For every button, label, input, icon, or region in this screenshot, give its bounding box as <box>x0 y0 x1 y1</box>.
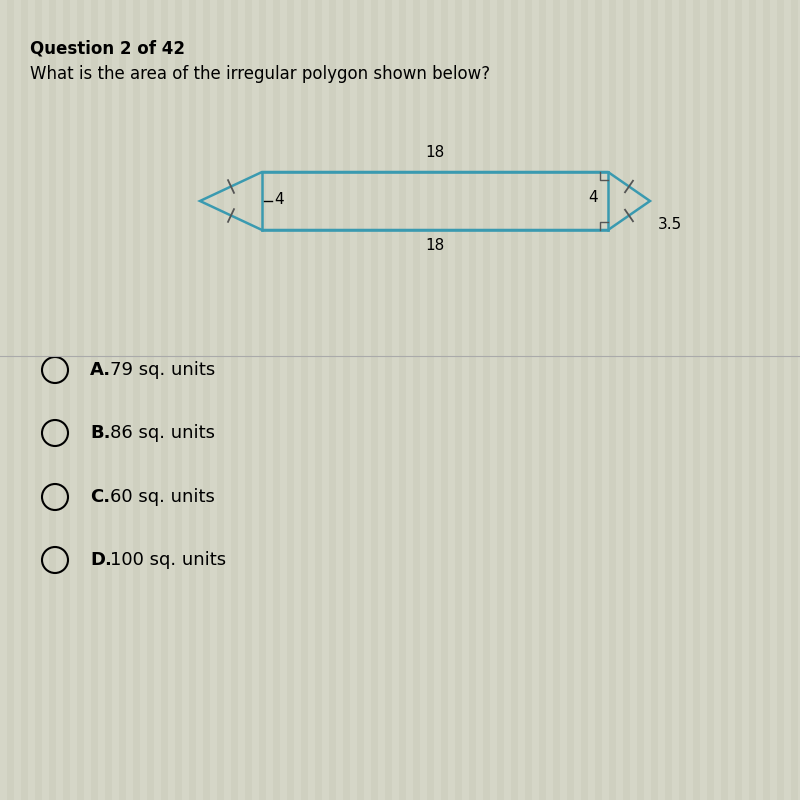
Bar <box>742 0 749 800</box>
Text: 79 sq. units: 79 sq. units <box>110 361 215 379</box>
Text: 86 sq. units: 86 sq. units <box>110 424 215 442</box>
Bar <box>784 0 791 800</box>
Text: 100 sq. units: 100 sq. units <box>110 551 226 569</box>
Bar <box>560 0 567 800</box>
Bar <box>336 0 343 800</box>
Bar <box>574 0 581 800</box>
Bar <box>154 0 161 800</box>
Bar <box>588 0 595 800</box>
Bar <box>476 0 483 800</box>
Bar <box>728 0 735 800</box>
Bar <box>630 0 637 800</box>
Bar <box>434 0 441 800</box>
Bar <box>448 0 455 800</box>
Text: What is the area of the irregular polygon shown below?: What is the area of the irregular polygo… <box>30 65 490 83</box>
Text: B.: B. <box>90 424 110 442</box>
Bar <box>504 0 511 800</box>
Bar <box>420 0 427 800</box>
Text: A.: A. <box>90 361 111 379</box>
Bar <box>462 0 469 800</box>
Bar <box>308 0 315 800</box>
Bar <box>756 0 763 800</box>
Bar <box>210 0 217 800</box>
Bar <box>602 0 609 800</box>
Bar <box>84 0 91 800</box>
Bar <box>196 0 203 800</box>
Text: Question 2 of 42: Question 2 of 42 <box>30 40 185 58</box>
Bar <box>644 0 651 800</box>
Bar <box>112 0 119 800</box>
Bar <box>280 0 287 800</box>
Text: 60 sq. units: 60 sq. units <box>110 488 215 506</box>
Bar <box>70 0 77 800</box>
Bar <box>294 0 301 800</box>
Bar <box>238 0 245 800</box>
Bar <box>378 0 385 800</box>
Bar <box>322 0 329 800</box>
Bar <box>42 0 49 800</box>
Bar <box>98 0 105 800</box>
Bar <box>182 0 189 800</box>
Text: 4: 4 <box>588 190 598 205</box>
Bar <box>714 0 721 800</box>
Bar <box>350 0 357 800</box>
Bar <box>126 0 133 800</box>
Bar <box>224 0 231 800</box>
Bar <box>546 0 553 800</box>
Bar <box>700 0 707 800</box>
Bar <box>252 0 259 800</box>
Bar <box>532 0 539 800</box>
Bar <box>490 0 497 800</box>
Text: 4: 4 <box>274 191 284 206</box>
Bar <box>798 0 800 800</box>
Bar <box>770 0 777 800</box>
Bar <box>392 0 399 800</box>
Text: 18: 18 <box>426 238 445 253</box>
Bar <box>28 0 35 800</box>
Text: D.: D. <box>90 551 112 569</box>
Text: 18: 18 <box>426 145 445 160</box>
Bar <box>168 0 175 800</box>
Bar <box>140 0 147 800</box>
Bar <box>658 0 665 800</box>
Bar <box>56 0 63 800</box>
Bar <box>364 0 371 800</box>
Text: C.: C. <box>90 488 110 506</box>
Bar <box>14 0 21 800</box>
Text: 3.5: 3.5 <box>658 217 682 232</box>
Bar <box>518 0 525 800</box>
Bar <box>672 0 679 800</box>
Bar <box>406 0 413 800</box>
Bar <box>616 0 623 800</box>
Bar <box>686 0 693 800</box>
Bar <box>0 0 7 800</box>
Bar <box>266 0 273 800</box>
